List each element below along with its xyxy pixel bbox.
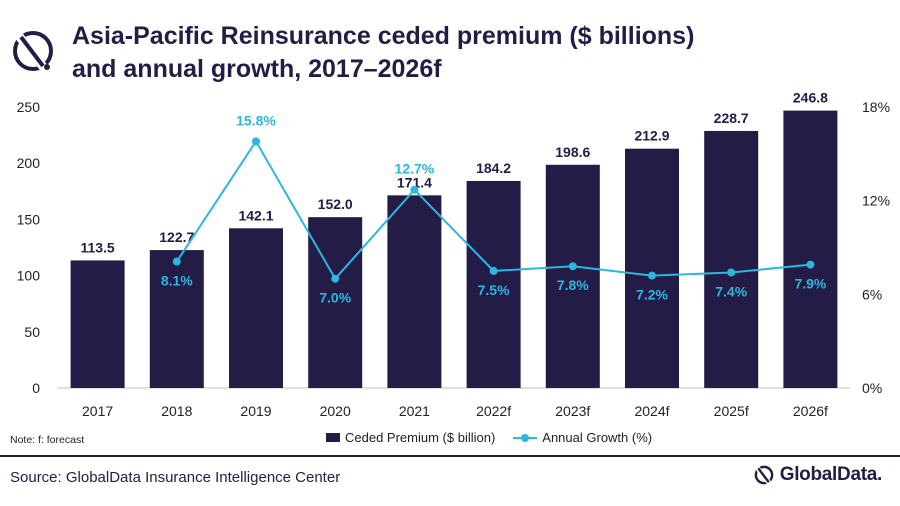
y-left-tick-label: 250: [17, 99, 41, 115]
x-tick-label: 2025f: [714, 403, 749, 419]
x-tick-label: 2026f: [793, 403, 828, 419]
growth-point: [727, 268, 736, 277]
growth-point: [806, 260, 815, 269]
y-right-tick-label: 0%: [862, 380, 882, 396]
globaldata-mark-icon: [13, 31, 53, 71]
bar-value-label: 142.1: [238, 207, 273, 223]
legend-item-ceded-premium: Ceded Premium ($ billion): [326, 430, 495, 445]
chart-title: Asia-Pacific Reinsurance ceded premium (…: [72, 20, 832, 86]
growth-value-label: 7.5%: [478, 282, 510, 298]
chart-title-line-2: and annual growth, 2017–2026f: [72, 55, 442, 83]
bar: [387, 195, 442, 388]
y-left-tick-label: 0: [32, 380, 40, 396]
growth-point: [410, 185, 419, 194]
legend-bar-swatch: [326, 433, 340, 442]
y-right-tick-label: 12%: [862, 193, 890, 209]
growth-value-label: 8.1%: [161, 273, 193, 289]
growth-point: [568, 262, 577, 271]
chart-title-line-1: Asia-Pacific Reinsurance ceded premium (…: [72, 22, 695, 50]
bar: [149, 250, 204, 388]
x-tick-label: 2020: [320, 403, 351, 419]
x-tick-label: 2021: [399, 403, 430, 419]
x-tick-label: 2017: [82, 403, 113, 419]
bar: [545, 164, 600, 388]
growth-value-label: 7.2%: [636, 287, 668, 303]
growth-point: [648, 271, 656, 280]
legend-item-annual-growth: Annual Growth (%): [513, 430, 652, 445]
growth-value-label: 15.8%: [236, 112, 276, 128]
y-left-tick-label: 200: [17, 155, 41, 171]
y-left-tick-label: 150: [17, 211, 41, 227]
chart: 0 50 100 150 200 250 0% 6% 12% 18% 113.5 122.7 142.1…: [17, 90, 890, 419]
bar: [783, 110, 838, 388]
legend-line-swatch: [513, 433, 538, 442]
bar: [70, 260, 125, 388]
growth-value-label: 7.4%: [715, 283, 747, 299]
bar-value-label: 122.7: [159, 229, 194, 245]
brand: GlobalData.: [753, 464, 882, 486]
footer-divider: [0, 455, 900, 457]
bar: [704, 130, 759, 388]
legend: Ceded Premium ($ billion) Annual Growth …: [326, 430, 670, 445]
x-tick-label: 2024f: [634, 403, 669, 419]
x-tick-label: 2018: [161, 403, 192, 419]
bar-value-label: 246.8: [793, 90, 828, 106]
x-tick-label: 2019: [240, 403, 271, 419]
growth-point: [172, 257, 181, 266]
bar-value-label: 212.9: [634, 128, 669, 144]
bar-value-label: 198.6: [555, 144, 590, 160]
bar-value-label: 113.5: [80, 239, 114, 255]
growth-value-label: 12.7%: [395, 161, 435, 177]
y-right-tick-label: 6%: [862, 286, 882, 302]
x-tick-label: 2023f: [555, 403, 590, 419]
bar: [229, 228, 283, 388]
growth-point: [331, 274, 340, 283]
bar-value-label: 184.2: [476, 160, 511, 176]
growth-value-label: 7.8%: [557, 277, 589, 293]
legend-label-ceded-premium: Ceded Premium ($ billion): [345, 430, 496, 445]
x-tick-label: 2022f: [476, 403, 511, 419]
y-left-tick-label: 50: [24, 324, 40, 340]
forecast-note: Note: f: forecast: [10, 434, 85, 446]
bar: [625, 148, 679, 388]
brand-name: GlobalData.: [779, 464, 883, 485]
bar-value-label: 171.4: [397, 174, 432, 190]
growth-point: [489, 266, 498, 275]
growth-value-label: 7.9%: [794, 276, 826, 292]
bar-value-label: 228.7: [714, 110, 749, 126]
bar: [466, 180, 521, 388]
y-left-tick-label: 100: [17, 268, 41, 284]
growth-value-label: 7.0%: [319, 290, 351, 306]
legend-label-annual-growth: Annual Growth (%): [542, 430, 653, 445]
growth-point: [252, 137, 260, 146]
bar-value-label: 152.0: [318, 196, 353, 212]
globaldata-mark-icon: [754, 465, 774, 485]
source-text: Source: GlobalData Insurance Intelligenc…: [10, 469, 341, 486]
y-right-tick-label: 18%: [862, 99, 890, 115]
